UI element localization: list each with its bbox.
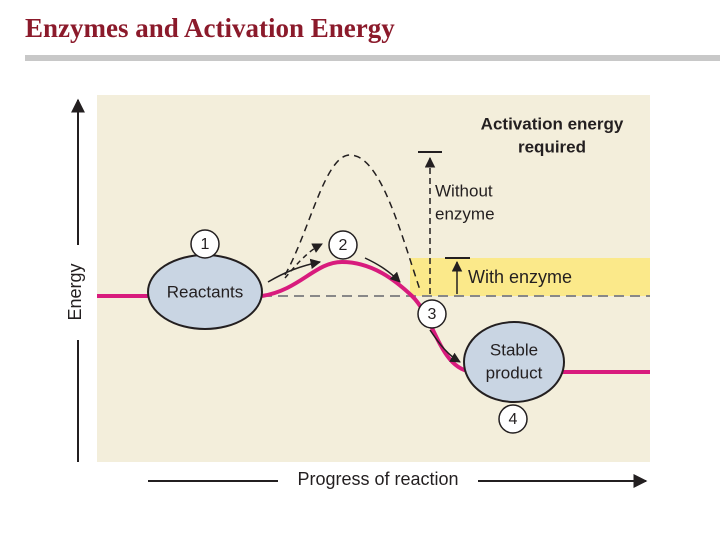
step-circle [328, 230, 358, 260]
without-enzyme-label: enzyme [435, 204, 495, 223]
step-number: 1 [201, 236, 210, 253]
step-circle [498, 404, 528, 434]
product-node [463, 321, 565, 403]
step-number: 3 [428, 306, 437, 323]
product-label: product [486, 363, 543, 382]
step-number: 4 [509, 411, 518, 428]
product-label: Stable [490, 340, 538, 359]
step-number: 2 [339, 237, 348, 254]
flow-arrow [284, 243, 323, 279]
y-axis-label: Energy [65, 263, 85, 320]
activation-label: required [518, 137, 586, 156]
slide-title: Enzymes and Activation Energy [25, 13, 395, 43]
step-circle [190, 229, 220, 259]
x-axis-label: Progress of reaction [297, 469, 458, 489]
flow-arrow [429, 329, 461, 363]
uncatalyzed-curve [284, 154, 421, 291]
reactants-label: Reactants [167, 282, 244, 301]
activation-label: Activation energy [481, 114, 624, 133]
step-circle [417, 299, 447, 329]
title-rule [25, 55, 720, 61]
flow-arrow [267, 258, 322, 283]
enzyme-band [410, 258, 650, 296]
flow-arrow [364, 257, 401, 283]
with-enzyme-label: With enzyme [468, 267, 572, 287]
without-enzyme-label: Without [435, 181, 493, 200]
